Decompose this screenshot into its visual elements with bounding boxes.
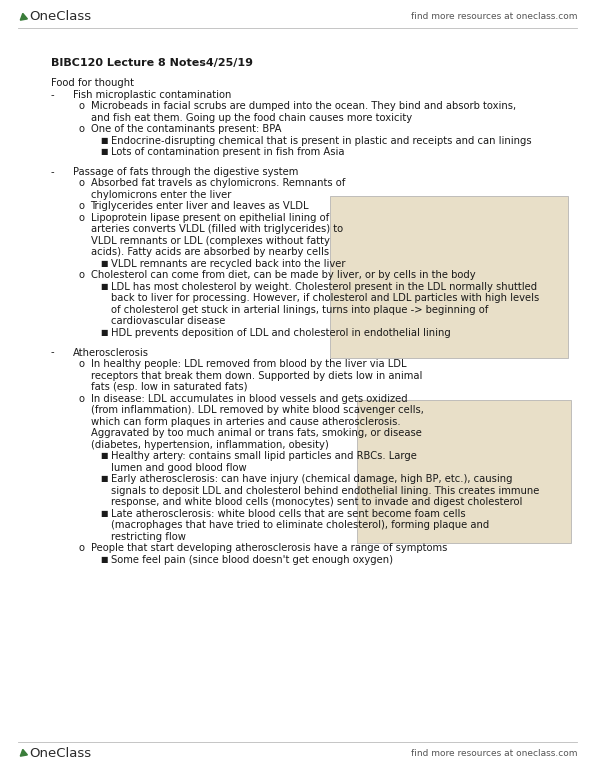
Text: response, and white blood cells (monocytes) sent to invade and digest cholestero: response, and white blood cells (monocyt… <box>111 497 522 507</box>
Text: o: o <box>79 125 84 135</box>
Text: Cholesterol can come from diet, can be made by liver, or by cells in the body: Cholesterol can come from diet, can be m… <box>90 270 475 280</box>
Text: (macrophages that have tried to eliminate cholesterol), forming plaque and: (macrophages that have tried to eliminat… <box>111 520 489 530</box>
Text: -: - <box>51 167 54 177</box>
Text: Early atherosclerosis: can have injury (chemical damage, high BP, etc.), causing: Early atherosclerosis: can have injury (… <box>111 474 512 484</box>
Bar <box>357 400 571 543</box>
Text: OneClass: OneClass <box>30 11 92 23</box>
Text: OneClass: OneClass <box>30 747 92 759</box>
Text: acids). Fatty acids are absorbed by nearby cells: acids). Fatty acids are absorbed by near… <box>90 247 328 257</box>
Text: (diabetes, hypertension, inflammation, obesity): (diabetes, hypertension, inflammation, o… <box>90 440 328 450</box>
Text: ■: ■ <box>101 136 108 145</box>
Text: -: - <box>51 347 54 357</box>
Text: Atherosclerosis: Atherosclerosis <box>73 347 149 357</box>
Text: Aggravated by too much animal or trans fats, smoking, or disease: Aggravated by too much animal or trans f… <box>90 428 421 438</box>
Text: Passage of fats through the digestive system: Passage of fats through the digestive sy… <box>73 167 298 177</box>
Text: chylomicrons enter the liver: chylomicrons enter the liver <box>90 190 231 200</box>
Text: o: o <box>79 179 84 189</box>
Text: o: o <box>79 393 84 403</box>
Text: Food for thought: Food for thought <box>51 79 133 89</box>
Text: In healthy people: LDL removed from blood by the liver via LDL: In healthy people: LDL removed from bloo… <box>90 359 406 369</box>
Text: Endocrine-disrupting chemical that is present in plastic and receipts and can li: Endocrine-disrupting chemical that is pr… <box>111 136 531 146</box>
Text: ■: ■ <box>101 554 108 564</box>
Text: ■: ■ <box>101 451 108 460</box>
Text: LDL has most cholesterol by weight. Cholesterol present in the LDL normally shut: LDL has most cholesterol by weight. Chol… <box>111 282 537 292</box>
Text: of cholesterol get stuck in arterial linings, turns into plaque -> beginning of: of cholesterol get stuck in arterial lin… <box>111 305 488 315</box>
Text: People that start developing atherosclerosis have a range of symptoms: People that start developing atheroscler… <box>90 543 447 553</box>
Text: Lipoprotein lipase present on epithelial lining of: Lipoprotein lipase present on epithelial… <box>90 213 329 223</box>
Text: Lots of contamination present in fish from Asia: Lots of contamination present in fish fr… <box>111 147 344 157</box>
Text: arteries converts VLDL (filled with triglycerides) to: arteries converts VLDL (filled with trig… <box>90 225 343 235</box>
Text: Fish microplastic contamination: Fish microplastic contamination <box>73 90 231 100</box>
Text: Microbeads in facial scrubs are dumped into the ocean. They bind and absorb toxi: Microbeads in facial scrubs are dumped i… <box>90 102 516 112</box>
Bar <box>330 196 568 358</box>
Text: VLDL remnants are recycled back into the liver: VLDL remnants are recycled back into the… <box>111 259 345 269</box>
Text: -: - <box>51 90 54 100</box>
Text: HDL prevents deposition of LDL and cholesterol in endothelial lining: HDL prevents deposition of LDL and chole… <box>111 328 450 338</box>
Text: which can form plaques in arteries and cause atherosclerosis.: which can form plaques in arteries and c… <box>90 417 400 427</box>
Text: ■: ■ <box>101 328 108 337</box>
Text: One of the contaminants present: BPA: One of the contaminants present: BPA <box>90 125 281 135</box>
Text: In disease: LDL accumulates in blood vessels and gets oxidized: In disease: LDL accumulates in blood ves… <box>90 393 407 403</box>
Text: ■: ■ <box>101 147 108 156</box>
Text: o: o <box>79 270 84 280</box>
Text: ■: ■ <box>101 282 108 291</box>
Text: Absorbed fat travels as chylomicrons. Remnants of: Absorbed fat travels as chylomicrons. Re… <box>90 179 345 189</box>
Text: o: o <box>79 213 84 223</box>
Text: ■: ■ <box>101 474 108 483</box>
Text: receptors that break them down. Supported by diets low in animal: receptors that break them down. Supporte… <box>90 370 422 380</box>
Text: fats (esp. low in saturated fats): fats (esp. low in saturated fats) <box>90 382 247 392</box>
Text: Late atherosclerosis: white blood cells that are sent become foam cells: Late atherosclerosis: white blood cells … <box>111 508 465 518</box>
Text: find more resources at oneclass.com: find more resources at oneclass.com <box>411 748 577 758</box>
Text: back to liver for processing. However, if cholesterol and LDL particles with hig: back to liver for processing. However, i… <box>111 293 539 303</box>
Text: restricting flow: restricting flow <box>111 531 186 541</box>
Text: BIBC120 Lecture 8 Notes4/25/19: BIBC120 Lecture 8 Notes4/25/19 <box>51 58 252 68</box>
Text: lumen and good blood flow: lumen and good blood flow <box>111 463 246 473</box>
Text: ■: ■ <box>101 259 108 268</box>
Text: Healthy artery: contains small lipid particles and RBCs. Large: Healthy artery: contains small lipid par… <box>111 451 416 461</box>
Text: find more resources at oneclass.com: find more resources at oneclass.com <box>411 12 577 22</box>
Text: ■: ■ <box>101 508 108 517</box>
Text: (from inflammation). LDL removed by white blood scavenger cells,: (from inflammation). LDL removed by whit… <box>90 405 424 415</box>
Text: cardiovascular disease: cardiovascular disease <box>111 316 225 326</box>
Text: o: o <box>79 359 84 369</box>
Text: signals to deposit LDL and cholesterol behind endothelial lining. This creates i: signals to deposit LDL and cholesterol b… <box>111 486 539 496</box>
Text: o: o <box>79 543 84 553</box>
Text: o: o <box>79 102 84 112</box>
Text: Some feel pain (since blood doesn't get enough oxygen): Some feel pain (since blood doesn't get … <box>111 554 393 564</box>
Text: and fish eat them. Going up the food chain causes more toxicity: and fish eat them. Going up the food cha… <box>90 113 412 123</box>
Text: VLDL remnants or LDL (complexes without fatty: VLDL remnants or LDL (complexes without … <box>90 236 330 246</box>
Text: o: o <box>79 202 84 212</box>
Text: Triglycerides enter liver and leaves as VLDL: Triglycerides enter liver and leaves as … <box>90 202 309 212</box>
